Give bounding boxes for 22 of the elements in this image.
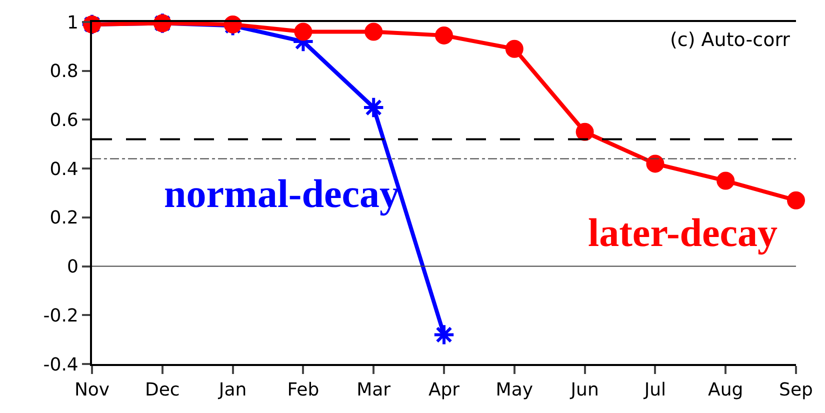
y-tick-label: 0.2 bbox=[50, 208, 78, 229]
x-tick-label: Feb bbox=[287, 380, 320, 401]
series-label: normal-decay bbox=[164, 171, 400, 216]
y-tick-label: -0.4 bbox=[43, 354, 78, 376]
y-tick-label: -0.2 bbox=[43, 305, 78, 326]
y-tick-label: 0 bbox=[66, 256, 78, 278]
x-tick-label: Dec bbox=[144, 380, 180, 401]
x-tick-label: Jun bbox=[570, 380, 599, 401]
x-tick-label: Jan bbox=[218, 380, 247, 401]
series-label: later-decay bbox=[588, 210, 778, 255]
y-tick-label: 0.8 bbox=[50, 61, 78, 82]
x-tick-label: May bbox=[496, 380, 534, 401]
y-tick-label: 0.4 bbox=[50, 158, 78, 180]
x-tick-label: Aug bbox=[708, 380, 744, 401]
x-tick-label: Sep bbox=[779, 380, 813, 401]
y-tick-label: 0.6 bbox=[50, 110, 78, 132]
x-tick-label: Nov bbox=[74, 380, 110, 401]
x-tick-label: Mar bbox=[356, 380, 392, 401]
x-tick-label: Apr bbox=[428, 380, 460, 401]
annotation: (c) Auto-corr bbox=[670, 29, 790, 51]
y-tick-label: 1 bbox=[66, 12, 78, 34]
x-tick-label: Jul bbox=[643, 380, 666, 401]
